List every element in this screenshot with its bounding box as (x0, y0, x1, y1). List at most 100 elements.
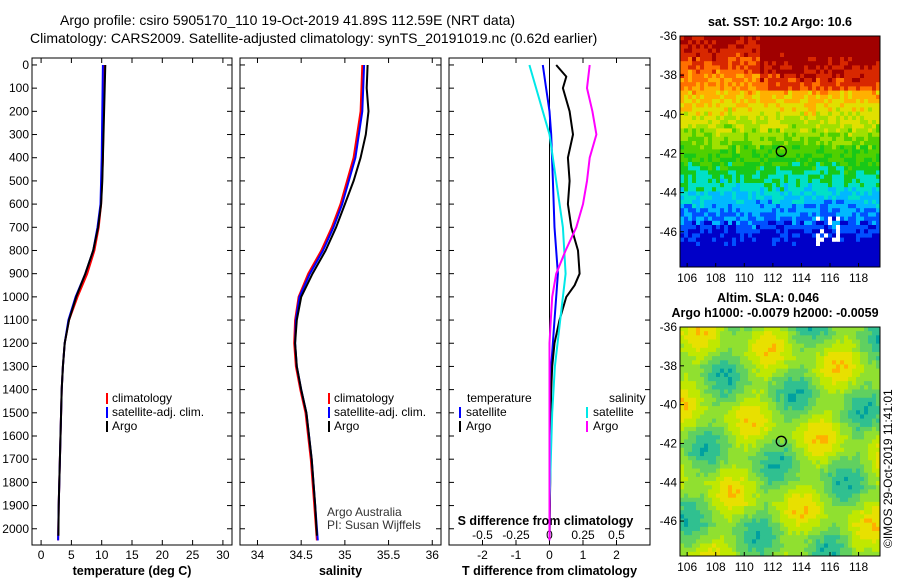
map-cell (744, 339, 749, 345)
map-cell (852, 174, 857, 180)
map-cell (724, 351, 729, 357)
map-cell (856, 111, 861, 117)
map-cell (772, 385, 777, 390)
map-cell (736, 99, 741, 104)
map-cell (772, 216, 777, 222)
map-cell (808, 128, 813, 133)
map-cell (760, 250, 765, 255)
map-cell (756, 136, 761, 142)
map-cell (832, 233, 837, 238)
map-cell (836, 443, 841, 449)
map-cell (864, 339, 869, 345)
map-cell (844, 258, 849, 264)
map-cell (776, 451, 781, 457)
map-cell (876, 136, 881, 142)
map-cell (824, 65, 829, 70)
map-cell (748, 422, 753, 428)
map-cell (680, 174, 685, 180)
map-cell (756, 124, 761, 129)
map-cell (796, 468, 801, 474)
map-cell (768, 250, 773, 255)
map-cell (712, 220, 717, 226)
map-cell (796, 195, 801, 201)
map-cell (808, 439, 813, 444)
map-cell (720, 331, 725, 336)
map-cell (820, 229, 825, 234)
map-cell (828, 124, 833, 129)
map-cell (832, 94, 837, 100)
map-cell (768, 90, 773, 96)
map-cell (860, 393, 865, 399)
map-cell (848, 372, 853, 378)
map-cell (836, 456, 841, 461)
map-cell (720, 418, 725, 424)
map-cell (716, 229, 721, 234)
map-cell (692, 52, 697, 58)
map-cell (792, 115, 797, 121)
map-cell (688, 195, 693, 201)
map-cell (824, 410, 829, 415)
map-cell (740, 48, 745, 54)
map-cell (824, 111, 829, 117)
map-cell (696, 82, 701, 87)
map-cell (848, 195, 853, 201)
map-cell (772, 250, 777, 255)
map-cell (700, 36, 705, 41)
map-cell (756, 360, 761, 365)
map-cell (836, 241, 841, 247)
map-cell (836, 351, 841, 357)
map-cell (776, 132, 781, 138)
map-cell (736, 258, 741, 264)
map-cell (824, 195, 829, 201)
map-cell (728, 36, 733, 41)
map-cell (824, 241, 829, 247)
map-cell (680, 103, 685, 108)
map-cell (720, 191, 725, 196)
map-cell (764, 451, 769, 457)
map-cell (740, 389, 745, 395)
map-cell (728, 204, 733, 209)
map-cell (848, 258, 853, 264)
map-cell (764, 385, 769, 390)
map-cell (724, 65, 729, 70)
map-cell (716, 422, 721, 428)
map-cell (828, 111, 833, 117)
map-cell (796, 451, 801, 457)
map-cell (784, 178, 789, 184)
map-cell (820, 120, 825, 125)
map-cell (744, 183, 749, 188)
map-cell (760, 36, 765, 41)
map-cell (784, 132, 789, 138)
map-cell (764, 250, 769, 255)
map-cell (692, 157, 697, 163)
map-cell (828, 356, 833, 361)
map-cell (852, 199, 857, 205)
map-cell (780, 82, 785, 87)
map-cell (744, 57, 749, 62)
map-cell (748, 447, 753, 453)
map-cell (696, 103, 701, 108)
map-cell (720, 368, 725, 374)
map-cell (724, 376, 729, 382)
map-cell (844, 331, 849, 336)
map-cell (724, 410, 729, 415)
map-cell (780, 208, 785, 213)
map-cell (768, 435, 773, 440)
map-cell (828, 195, 833, 201)
map-cell (760, 410, 765, 415)
map-cell (800, 199, 805, 205)
map-cell (788, 406, 793, 411)
map-cell (768, 99, 773, 104)
map-cell (792, 128, 797, 133)
map-cell (828, 141, 833, 146)
map-cell (788, 364, 793, 370)
map-cell (744, 389, 749, 395)
map-cell (724, 187, 729, 192)
map-cell (680, 335, 685, 340)
map-cell (696, 406, 701, 411)
map-cell (692, 435, 697, 440)
map-cell (788, 443, 793, 449)
map-cell (776, 103, 781, 108)
map-cell (852, 343, 857, 349)
map-cell (776, 364, 781, 370)
